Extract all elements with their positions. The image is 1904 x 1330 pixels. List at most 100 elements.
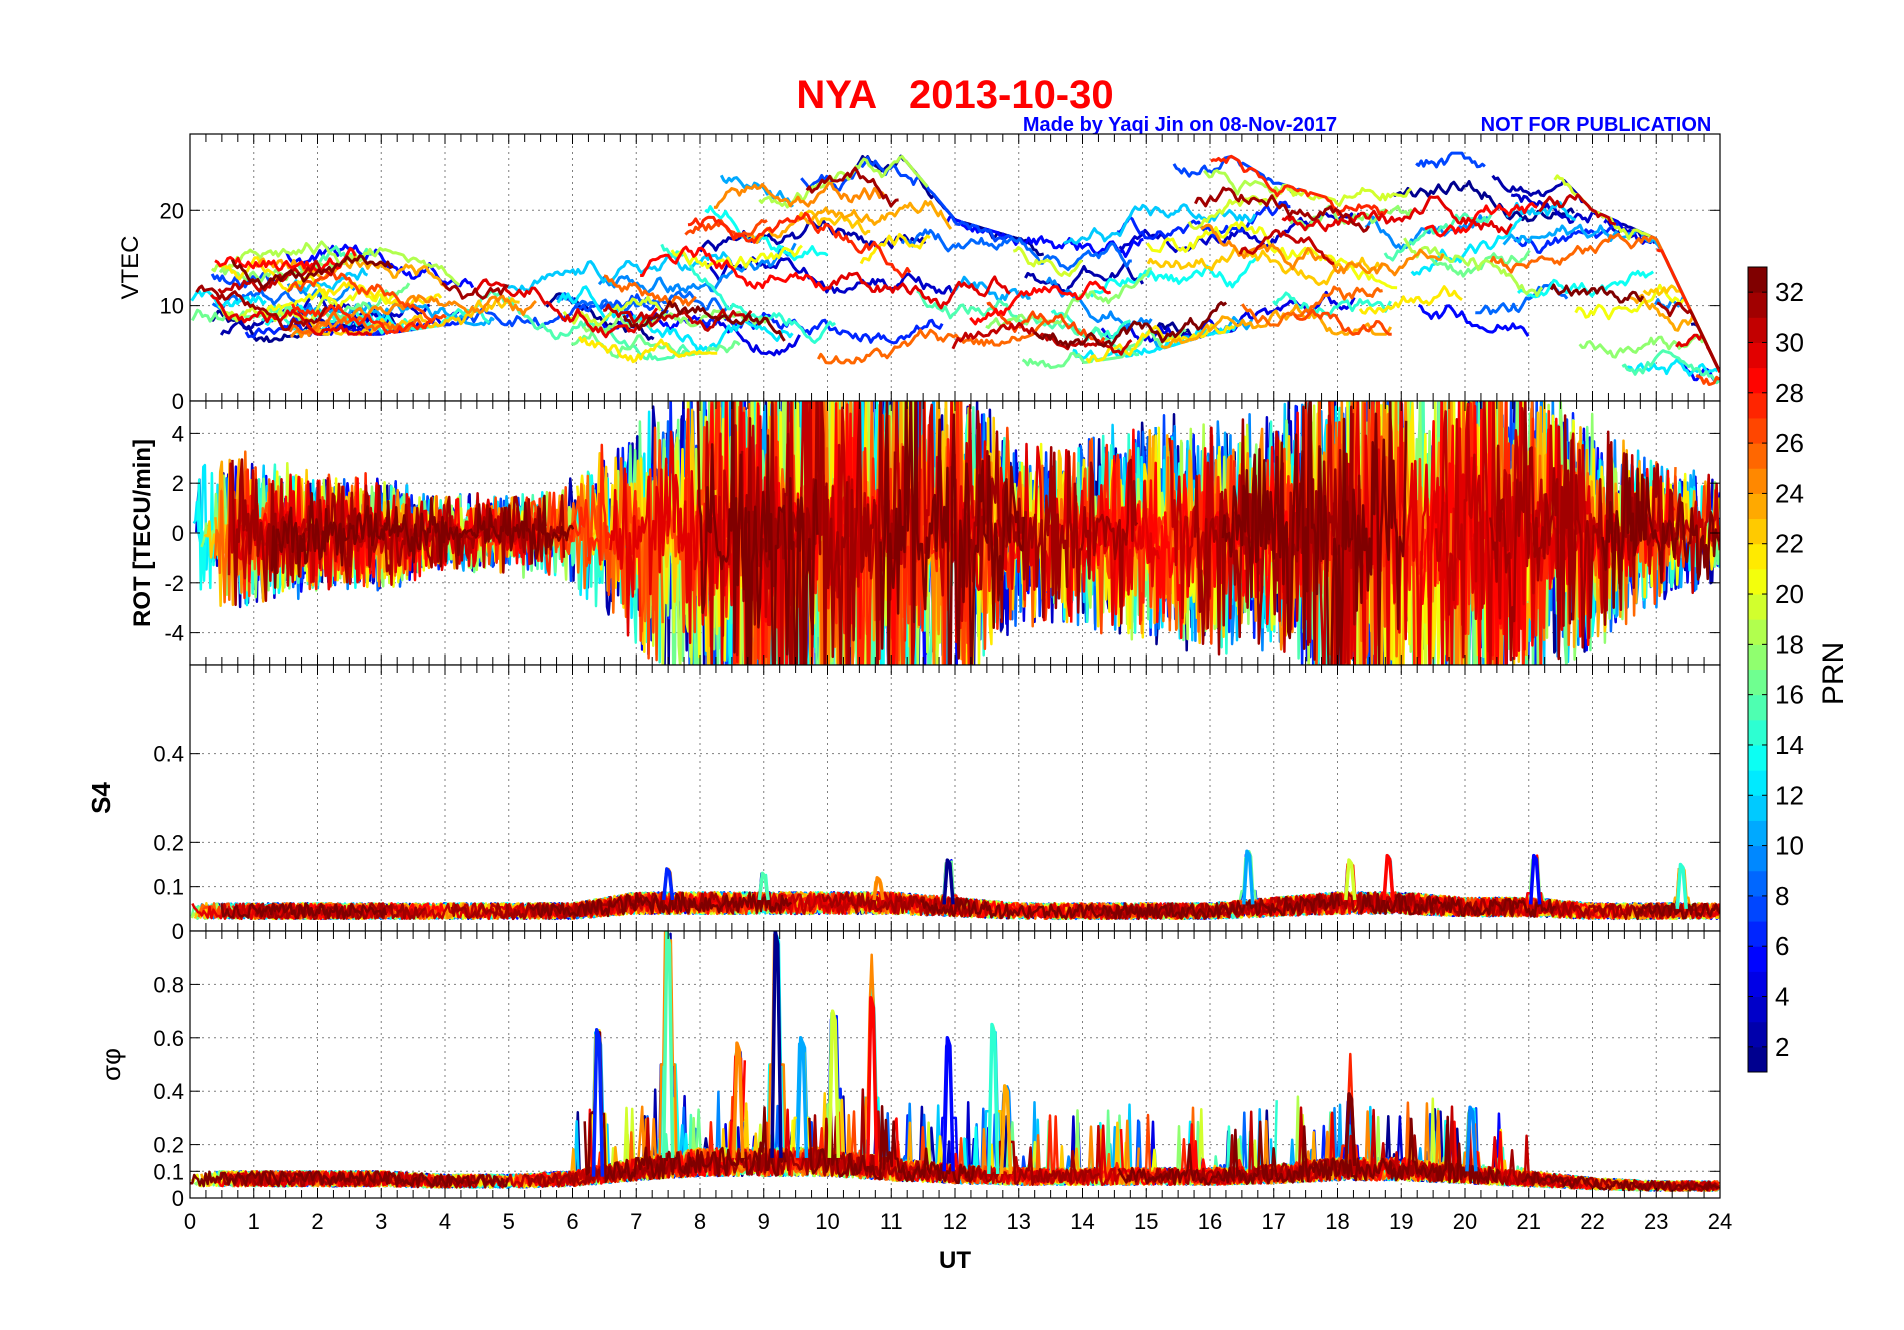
vtec-trace-prn-28 [969, 280, 1112, 326]
y-tick-label: 0.1 [153, 1159, 184, 1184]
y-tick-label: 0.4 [153, 742, 184, 767]
vtec-trace-prn-32 [1549, 283, 1645, 304]
x-tick-label: 19 [1389, 1209, 1413, 1234]
x-tick-label: 6 [566, 1209, 578, 1234]
sigma_phi-trace-prn-32 [1520, 1171, 1720, 1192]
colorbar-level [1748, 845, 1767, 872]
x-tick-label: 14 [1070, 1209, 1094, 1234]
vtec-trace-prn-1 [1391, 180, 1575, 223]
x-tick-label: 13 [1007, 1209, 1031, 1234]
s4-trace-prn-31 [1554, 900, 1708, 921]
chart-title: NYA 2013-10-30 [796, 73, 1113, 117]
panel-rot: -4 -2 0 2 4 ROT [TECU/min] [129, 400, 1721, 666]
vtec-trace-prn-27 [291, 303, 434, 335]
vtec-trace-prn-25 [1489, 232, 1671, 274]
vtec-trace-prn-31 [195, 284, 328, 332]
s4-peak [1242, 849, 1255, 905]
x-ticks [189, 134, 1721, 401]
vtec-trace-prn-30 [1238, 228, 1335, 265]
vtec-trace-prn-13 [704, 205, 829, 262]
vtec-trace-prn-15 [1621, 349, 1720, 385]
vtec-trace-prn-27 [687, 211, 912, 279]
sigma_phi-peak [942, 1036, 955, 1172]
x-tick-label: 22 [1580, 1209, 1604, 1234]
y-tick-label: 0 [172, 1186, 184, 1211]
colorbar-level [1748, 392, 1767, 419]
sigma_phi-peak [732, 1041, 745, 1159]
vtec-trace-prn-8 [900, 228, 1132, 272]
s4-trace-prn-32 [1359, 891, 1556, 918]
colorbar-level [1748, 669, 1767, 696]
s4-trace-prn-31 [1094, 890, 1522, 921]
colorbar-tick-label: 32 [1775, 277, 1804, 307]
s4-trace-prn-29 [1693, 903, 1720, 920]
vtec-trace-prn-12 [190, 289, 267, 309]
colorbar-level [1748, 367, 1767, 394]
rot-trace-prn-32 [696, 401, 819, 665]
vtec-trace-prn-19 [1012, 246, 1084, 277]
colorbar-level [1748, 895, 1767, 922]
vtec-trace-prn-26 [1695, 373, 1720, 386]
sigma_phi-peak [987, 1022, 1000, 1175]
colorbar-level [1748, 719, 1767, 746]
vtec-trace-prn-5 [1417, 303, 1530, 337]
vtec-trace-prn-31 [441, 281, 509, 300]
grid [190, 665, 1720, 931]
rot-trace-prn-31 [740, 401, 897, 665]
colorbar-level [1748, 594, 1767, 620]
x-tick-label: 0 [184, 1209, 196, 1234]
x-tick-label: 9 [758, 1209, 770, 1234]
colorbar-frame [1747, 266, 1768, 1073]
vtec-trace-prn-25 [816, 318, 1047, 365]
vtec-trace-prn-11 [503, 251, 733, 293]
sigma_phi-trace-prn-32 [808, 1093, 976, 1185]
y-tick-label: 0 [172, 389, 184, 414]
colorbar-level [1748, 820, 1767, 847]
vtec-trace-prn-26 [1293, 308, 1392, 336]
traces-rot [192, 401, 1720, 665]
y-tick-label: 10 [160, 294, 184, 319]
colorbar-level [1748, 1046, 1767, 1073]
sigma_phi-trace-prn-32 [190, 1170, 510, 1189]
colorbar-level [1748, 870, 1767, 897]
notice-annotation: NOT FOR PUBLICATION [1481, 114, 1712, 136]
colorbar-level [1748, 568, 1767, 595]
vtec-trace-prn-32 [1033, 301, 1228, 349]
vtec-trace-prn-31 [1194, 186, 1371, 233]
colorbar-level [1748, 1021, 1767, 1048]
sigma_phi-peak [591, 1028, 605, 1177]
vtec-trace-prn-28 [1424, 202, 1538, 238]
x-tick-label: 7 [630, 1209, 642, 1234]
colorbar-tick-label: 16 [1775, 680, 1804, 710]
vtec-trace-prn-17 [582, 309, 771, 335]
vtec-trace-prn-18 [1403, 237, 1544, 297]
colorbar-level [1748, 694, 1767, 721]
vtec-trace-prn-29 [209, 293, 372, 336]
colorbar-tick-label: 28 [1775, 378, 1804, 408]
sigma_phi-trace-prn-32 [583, 1030, 787, 1184]
s4-peak [1528, 853, 1542, 905]
colorbar-tick-label: 6 [1775, 931, 1789, 961]
colorbar-level [1748, 543, 1767, 570]
y-tick-label: 0.1 [153, 875, 184, 900]
traces-vtec [190, 151, 1720, 386]
vtec-trace-prn-18 [758, 155, 929, 209]
vtec-trace-prn-21 [859, 232, 931, 265]
colorbar-level [1748, 619, 1767, 645]
vtec-trace-prn-9 [597, 242, 797, 295]
vtec-trace-prn-20 [259, 284, 395, 317]
colorbar-tick-label: 26 [1775, 428, 1804, 458]
y-axis-label: σφ [96, 1048, 126, 1081]
x-tick-label: 17 [1262, 1209, 1286, 1234]
s4-peak [872, 876, 885, 901]
colorbar-level [1748, 946, 1767, 972]
colorbar-level [1748, 267, 1767, 293]
y-tick-label: -2 [164, 571, 184, 596]
colorbar-tick-label: 2 [1775, 1032, 1789, 1062]
x-tick-label: 12 [943, 1209, 967, 1234]
y-tick-label: 0.6 [153, 1026, 184, 1051]
y-axis-label: ROT [TECU/min] [129, 439, 156, 627]
vtec-trace-prn-20 [670, 244, 803, 271]
